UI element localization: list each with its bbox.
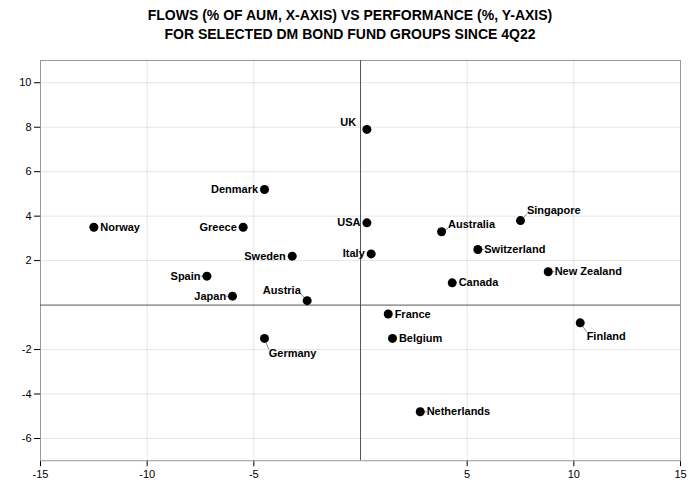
svg-text:Spain: Spain xyxy=(171,269,201,281)
svg-text:-2: -2 xyxy=(22,343,32,355)
svg-text:Denmark: Denmark xyxy=(211,183,259,195)
svg-text:Netherlands: Netherlands xyxy=(427,405,491,417)
svg-text:-15: -15 xyxy=(33,467,49,479)
svg-text:Germany: Germany xyxy=(269,347,318,359)
svg-text:New Zealand: New Zealand xyxy=(555,265,622,277)
svg-text:Sweden: Sweden xyxy=(244,249,286,261)
svg-text:UK: UK xyxy=(340,116,356,128)
svg-text:2: 2 xyxy=(25,254,31,266)
svg-text:Australia: Australia xyxy=(448,218,496,230)
svg-text:Norway: Norway xyxy=(100,221,141,233)
svg-text:Finland: Finland xyxy=(587,329,626,341)
svg-text:5: 5 xyxy=(464,467,470,479)
svg-text:Belgium: Belgium xyxy=(399,332,443,344)
svg-text:Italy: Italy xyxy=(343,247,366,259)
svg-text:Japan: Japan xyxy=(194,289,226,301)
svg-text:Greece: Greece xyxy=(199,221,236,233)
svg-text:Singapore: Singapore xyxy=(527,204,581,216)
svg-text:6: 6 xyxy=(25,165,31,177)
svg-text:-10: -10 xyxy=(139,467,155,479)
svg-text:Canada: Canada xyxy=(459,276,500,288)
svg-text:Switzerland: Switzerland xyxy=(484,243,545,255)
svg-text:-5: -5 xyxy=(249,467,259,479)
svg-text:4: 4 xyxy=(25,209,31,221)
html-text:FLOWS (% OF AUM, X-AXIS) VS PE: FLOWS (% OF AUM, X-AXIS) VS PERFORMANCE … xyxy=(147,7,553,42)
svg-text:10: 10 xyxy=(568,467,580,479)
svg-text:Austria: Austria xyxy=(263,284,302,296)
svg-text:15: 15 xyxy=(674,467,686,479)
svg-text:10: 10 xyxy=(19,76,31,88)
svg-text:France: France xyxy=(395,307,431,319)
svg-text:-6: -6 xyxy=(22,432,32,444)
svg-text:-4: -4 xyxy=(22,387,32,399)
svg-text:USA: USA xyxy=(337,216,360,228)
svg-text:8: 8 xyxy=(25,121,31,133)
